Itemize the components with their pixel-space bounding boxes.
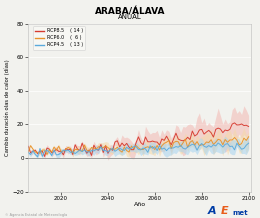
Text: ANUAL: ANUAL <box>118 14 142 20</box>
Y-axis label: Cambio duración olas de calor (días): Cambio duración olas de calor (días) <box>4 59 10 156</box>
Text: ARABA/ÁLAVA: ARABA/ÁLAVA <box>95 8 165 17</box>
Text: A: A <box>208 206 217 216</box>
Text: met: met <box>233 210 248 216</box>
Text: © Agencia Estatal de Meteorología: © Agencia Estatal de Meteorología <box>5 213 67 217</box>
Text: E: E <box>221 206 229 216</box>
Legend: RCP8.5    ( 14 ), RCP6.0    (  6 ), RCP4.5    ( 13 ): RCP8.5 ( 14 ), RCP6.0 ( 6 ), RCP4.5 ( 13… <box>33 26 85 50</box>
X-axis label: Año: Año <box>134 202 146 207</box>
